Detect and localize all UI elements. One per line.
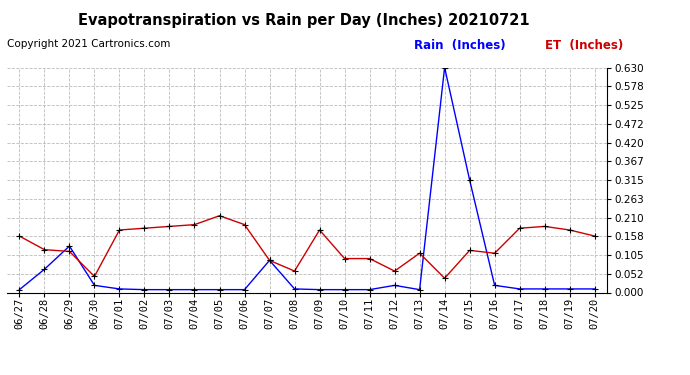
Text: Rain  (Inches): Rain (Inches) xyxy=(414,39,506,53)
Text: ET  (Inches): ET (Inches) xyxy=(545,39,623,53)
Text: Copyright 2021 Cartronics.com: Copyright 2021 Cartronics.com xyxy=(7,39,170,50)
Text: Evapotranspiration vs Rain per Day (Inches) 20210721: Evapotranspiration vs Rain per Day (Inch… xyxy=(78,13,529,28)
